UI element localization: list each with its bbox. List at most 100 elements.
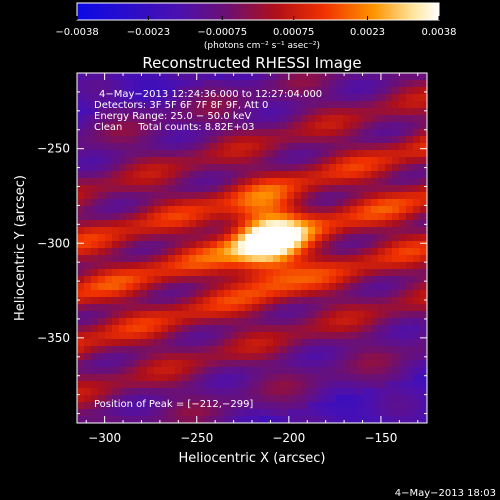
heatmap-cell: [315, 213, 323, 221]
heatmap-cell: [133, 339, 141, 347]
heatmap-cell: [182, 87, 190, 95]
heatmap-cell: [392, 108, 400, 116]
heatmap-cell: [350, 80, 358, 88]
heatmap-cell: [392, 290, 400, 298]
heatmap-cell: [392, 213, 400, 221]
heatmap-cell: [343, 171, 351, 179]
heatmap-cell: [133, 171, 141, 179]
heatmap-cell: [147, 150, 155, 158]
heatmap-cell: [364, 213, 372, 221]
heatmap-cell: [245, 80, 253, 88]
heatmap-cell: [77, 136, 85, 144]
heatmap-cell: [301, 206, 309, 214]
heatmap-cell: [196, 220, 204, 228]
heatmap-cell: [126, 213, 134, 221]
heatmap-cell: [168, 269, 176, 277]
heatmap-cell: [154, 150, 162, 158]
heatmap-cell: [385, 318, 393, 326]
heatmap-cell: [161, 311, 169, 319]
heatmap-cell: [147, 108, 155, 116]
heatmap-cell: [287, 192, 295, 200]
heatmap-cell: [126, 262, 134, 270]
heatmap-cell: [224, 374, 232, 382]
heatmap-cell: [329, 122, 337, 130]
heatmap-cell: [329, 108, 337, 116]
heatmap-cell: [147, 171, 155, 179]
heatmap-cell: [287, 101, 295, 109]
heatmap-cell: [203, 150, 211, 158]
heatmap-cell: [364, 276, 372, 284]
heatmap-cell: [343, 213, 351, 221]
heatmap-cell: [259, 395, 267, 403]
heatmap-cell: [224, 213, 232, 221]
heatmap-cell: [217, 115, 225, 123]
heatmap-cell: [266, 234, 274, 242]
heatmap-cell: [119, 164, 127, 172]
heatmap-cell: [399, 353, 407, 361]
heatmap-cell: [371, 262, 379, 270]
heatmap-cell: [98, 220, 106, 228]
heatmap-cell: [329, 213, 337, 221]
heatmap-cell: [371, 255, 379, 263]
heatmap-cell: [378, 227, 386, 235]
heatmap-cell: [203, 213, 211, 221]
heatmap-cell: [196, 360, 204, 368]
heatmap-cell: [378, 73, 386, 81]
heatmap-cell: [126, 73, 134, 81]
annotation-clean-counts: Clean Total counts: 8.82E+03: [94, 122, 254, 133]
heatmap-cell: [175, 136, 183, 144]
heatmap-cell: [77, 402, 85, 410]
heatmap-cell: [168, 220, 176, 228]
heatmap-cell: [322, 178, 330, 186]
heatmap-cell: [84, 73, 92, 81]
heatmap-cell: [245, 353, 253, 361]
heatmap-cell: [105, 206, 113, 214]
heatmap-cell: [392, 353, 400, 361]
heatmap-cell: [385, 353, 393, 361]
heatmap-cell: [301, 374, 309, 382]
heatmap-cell: [343, 136, 351, 144]
heatmap-cell: [105, 115, 113, 123]
heatmap-cell: [273, 234, 281, 242]
heatmap-cell: [301, 220, 309, 228]
heatmap-cell: [322, 318, 330, 326]
heatmap-cell: [161, 276, 169, 284]
heatmap-cell: [413, 402, 421, 410]
heatmap-cell: [77, 143, 85, 151]
heatmap-cell: [119, 115, 127, 123]
heatmap-cell: [98, 80, 106, 88]
heatmap-cell: [91, 409, 99, 417]
heatmap-cell: [210, 395, 218, 403]
heatmap-cell: [343, 129, 351, 137]
heatmap-cell: [182, 248, 190, 256]
annotation-peak-position: Position of Peak = [−212,−299]: [94, 399, 253, 410]
heatmap-cell: [189, 290, 197, 298]
heatmap-cell: [182, 108, 190, 116]
heatmap-cell: [280, 332, 288, 340]
heatmap-cell: [112, 157, 120, 165]
heatmap-cell: [238, 395, 246, 403]
x-axis-ticks: −300 −250 −200 −150: [85, 73, 419, 445]
heatmap-cell: [336, 360, 344, 368]
heatmap-cell: [147, 262, 155, 270]
heatmap-cell: [259, 269, 267, 277]
heatmap-cell: [98, 367, 106, 375]
heatmap-cell: [336, 164, 344, 172]
heatmap-cell: [231, 136, 239, 144]
heatmap-cell: [280, 143, 288, 151]
heatmap-cell: [343, 332, 351, 340]
heatmap-cell: [385, 304, 393, 312]
heatmap-cell: [308, 94, 316, 102]
y-axis-label: Heliocentric Y (arcsec): [13, 175, 28, 321]
heatmap-cell: [259, 318, 267, 326]
heatmap-cell: [413, 185, 421, 193]
heatmap-cell: [196, 234, 204, 242]
heatmap-cell: [357, 192, 365, 200]
heatmap-cell: [245, 164, 253, 172]
heatmap-cell: [133, 409, 141, 417]
heatmap-cell: [336, 290, 344, 298]
heatmap-cell: [91, 80, 99, 88]
heatmap-cell: [273, 241, 281, 249]
heatmap-cell: [91, 136, 99, 144]
heatmap-cell: [280, 409, 288, 417]
